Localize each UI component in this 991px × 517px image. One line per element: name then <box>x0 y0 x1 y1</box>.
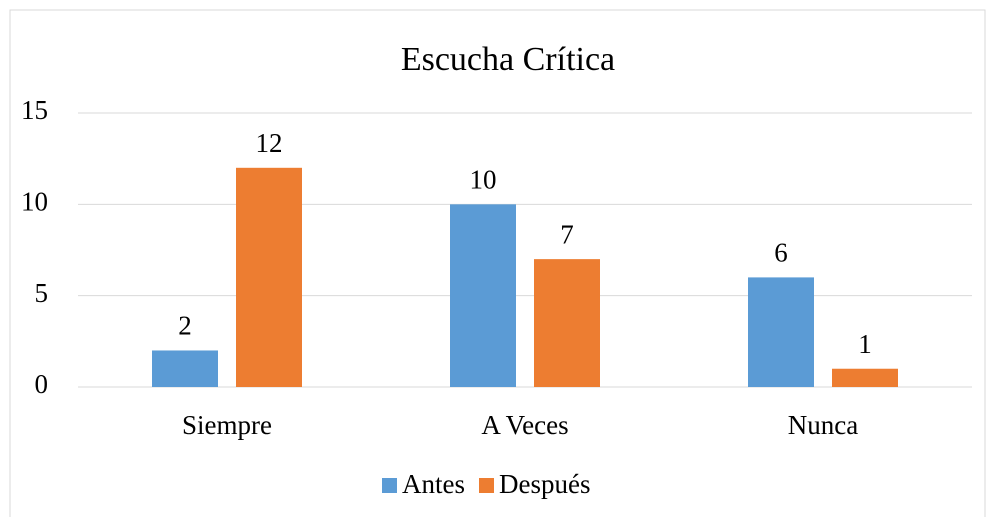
bar <box>236 167 302 387</box>
chart-title: Escucha Crítica <box>401 41 615 78</box>
data-label: 2 <box>178 311 192 341</box>
bar <box>152 350 218 387</box>
y-tick-label: 15 <box>21 95 48 125</box>
data-label: 12 <box>256 128 283 158</box>
x-tick-label: A Veces <box>481 410 568 440</box>
legend-label: Antes <box>402 469 465 499</box>
bar <box>450 204 516 387</box>
x-tick-label: Siempre <box>182 410 272 440</box>
data-label: 1 <box>858 329 872 359</box>
bar <box>748 277 814 387</box>
x-tick-label: Nunca <box>788 410 858 440</box>
legend-swatch <box>479 478 494 493</box>
legend-swatch <box>382 478 397 493</box>
data-label: 10 <box>470 165 497 195</box>
y-tick-label: 10 <box>21 187 48 217</box>
data-label: 7 <box>560 219 574 249</box>
bar <box>534 259 600 387</box>
data-label: 6 <box>774 238 788 268</box>
y-tick-label: 0 <box>35 369 49 399</box>
y-tick-label: 5 <box>35 278 49 308</box>
bar <box>832 368 898 387</box>
legend-label: Después <box>499 469 590 499</box>
